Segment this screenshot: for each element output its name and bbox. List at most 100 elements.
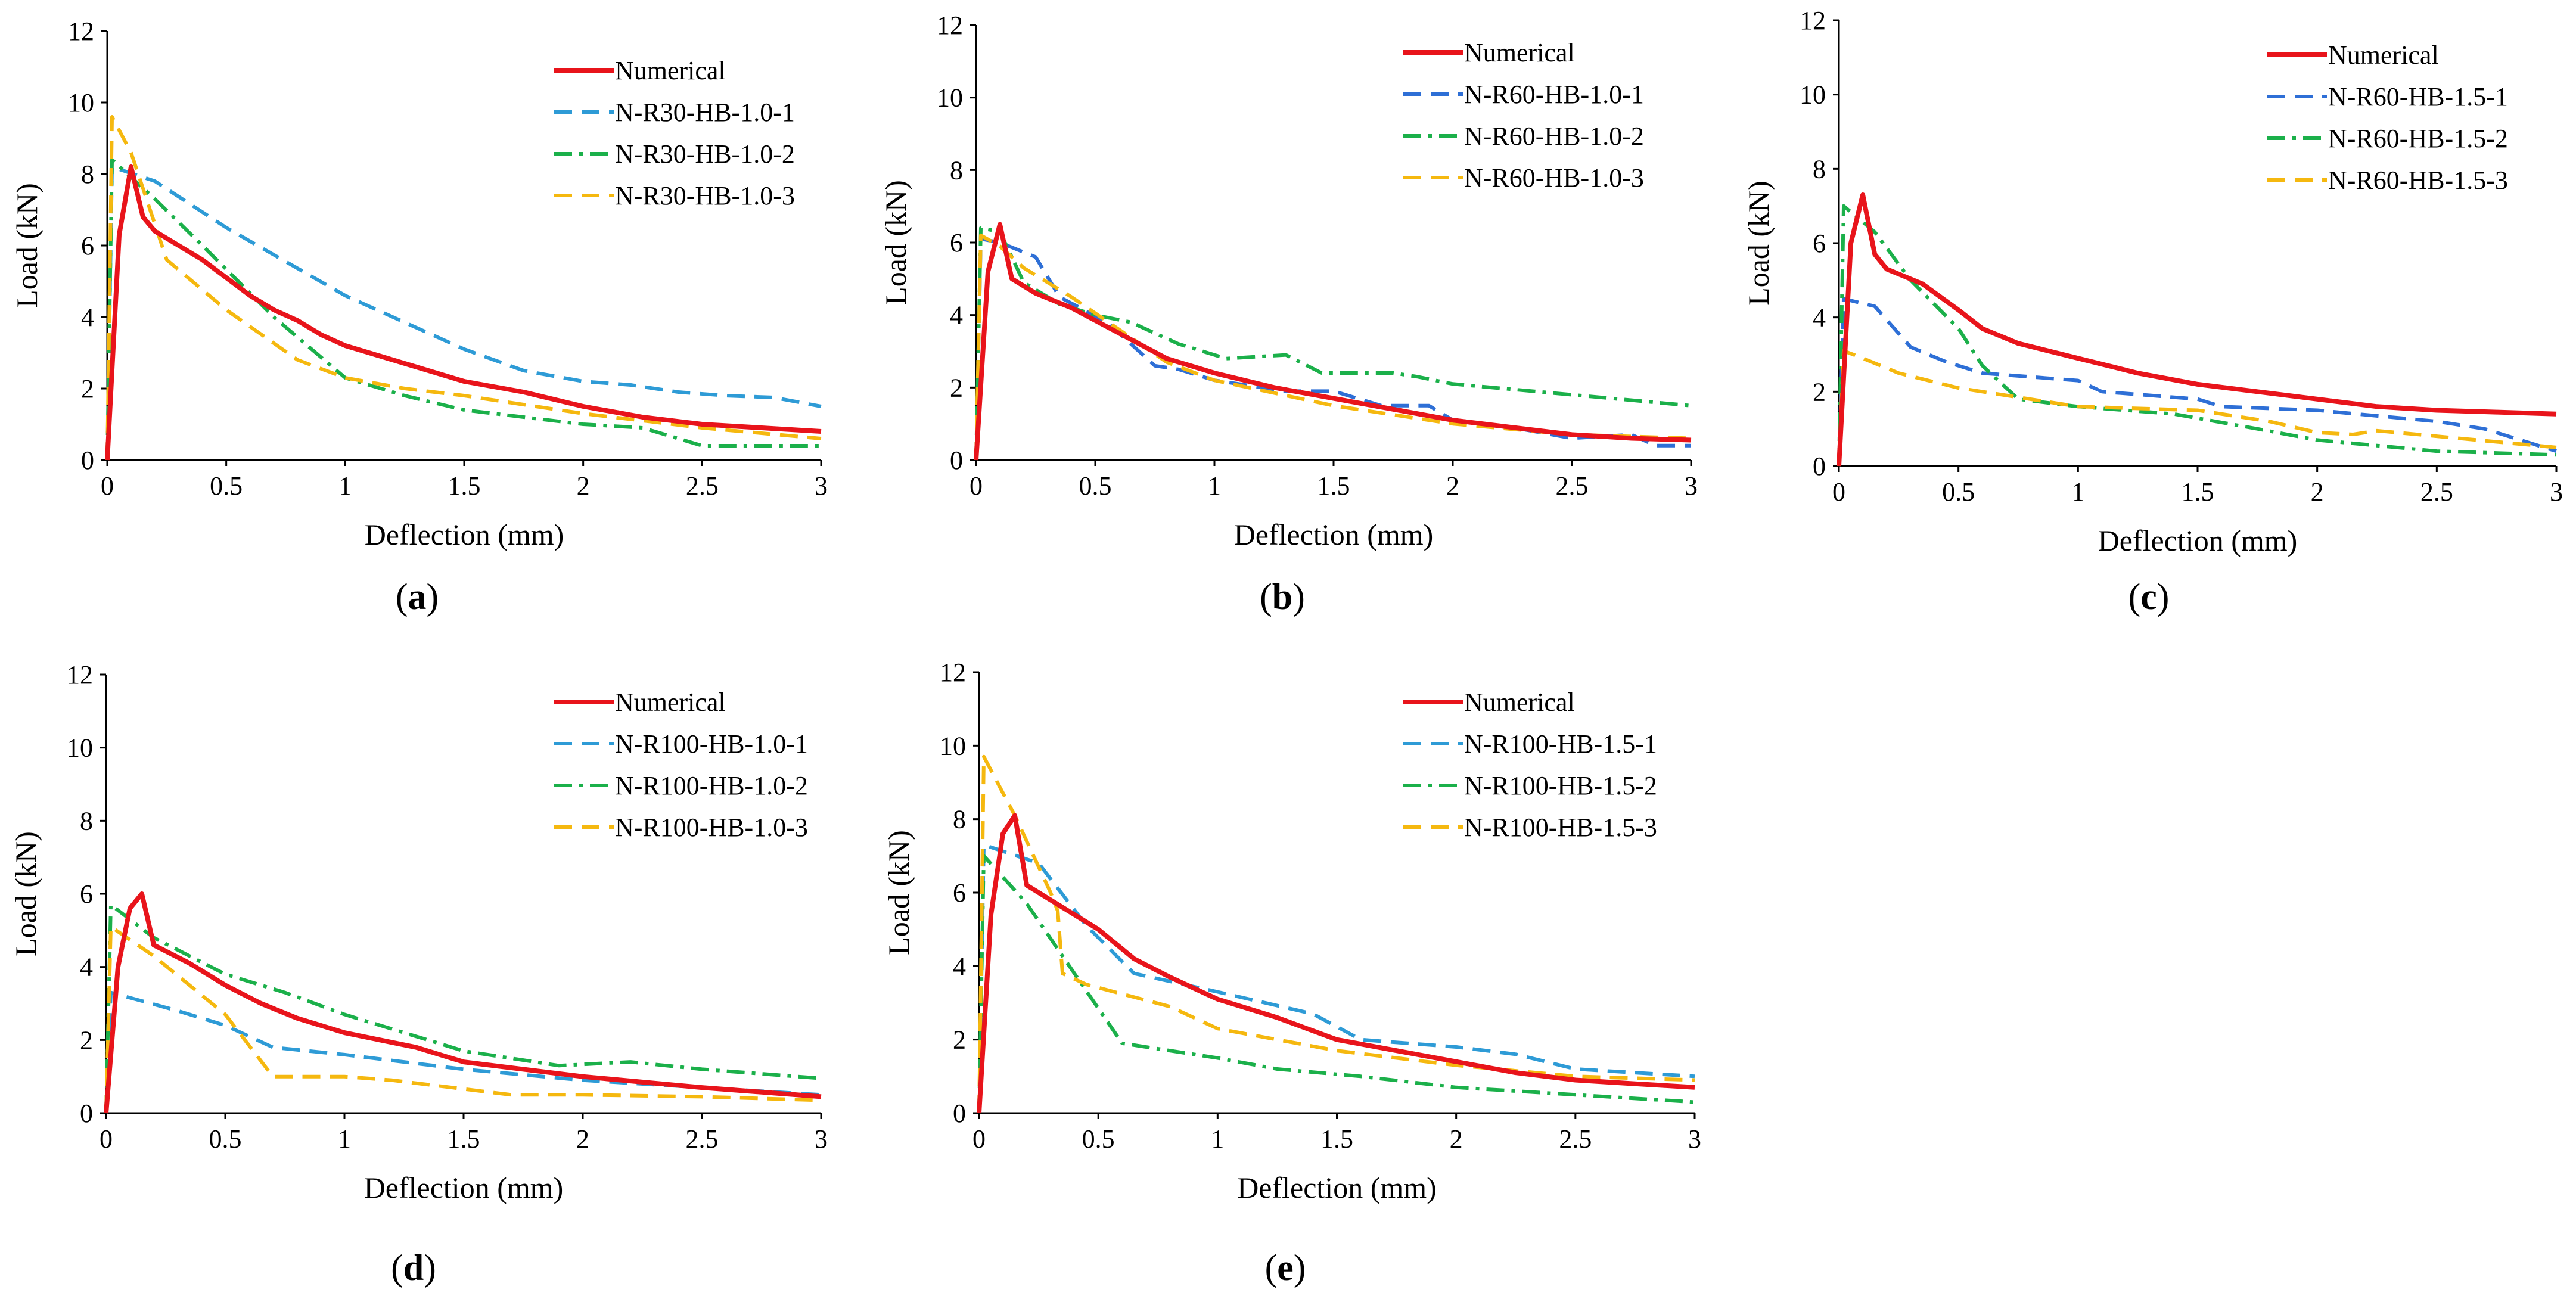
x-tick-label: 0.5 [1079, 471, 1112, 501]
x-tick-label: 2.5 [1556, 471, 1589, 501]
y-tick-label: 8 [950, 156, 963, 185]
panel-label-close-paren: ) [427, 577, 439, 617]
panel-label: (d) [391, 1248, 436, 1288]
series-line-n-r60-hb-1.0-3 [974, 233, 1692, 461]
x-tick-label: 2.5 [2420, 477, 2453, 506]
x-tick-label: 1 [2071, 477, 2084, 506]
y-tick-label: 6 [950, 228, 963, 257]
x-tick-label: 2.5 [1559, 1124, 1592, 1154]
x-tick-label: 3 [1688, 1124, 1701, 1154]
panel-label: (a) [396, 577, 439, 617]
y-tick-label: 4 [1813, 303, 1826, 333]
legend-label: Numerical [1464, 38, 1575, 67]
x-tick-label: 1.5 [1320, 1124, 1353, 1154]
y-tick-label: 8 [953, 805, 966, 834]
chart-panel-a: 0 2 4 6 8 10 12 0 0.5 1 1.5 2 2.5 3 Deflection (mm) Loa… [10, 17, 828, 617]
panel-label-letter: c [2140, 577, 2157, 617]
x-tick-label: 2 [2311, 477, 2324, 506]
x-tick-label: 0 [1832, 477, 1845, 506]
y-tick-label: 12 [940, 658, 966, 687]
legend-label: Numerical [1464, 688, 1575, 717]
x-tick-label: 0 [101, 471, 114, 501]
x-tick-label: 1 [1211, 1124, 1224, 1154]
x-tick-label: 3 [815, 471, 828, 501]
x-tick-label: 1 [338, 1124, 351, 1154]
panel-label-letter: e [1277, 1248, 1294, 1288]
series-line-n-r100-hb-1.0-1 [104, 990, 822, 1114]
legend-label: N-R100-HB-1.0-1 [615, 729, 808, 759]
legend-label: N-R100-HB-1.0-3 [615, 813, 808, 842]
x-tick-label: 0 [972, 1124, 986, 1154]
panel-label-close-paren: ) [1294, 1248, 1306, 1288]
panel-label: (b) [1260, 577, 1305, 617]
series-line-numerical [105, 164, 822, 461]
series-line-n-r100-hb-1.0-2 [104, 903, 822, 1114]
panel-label-close-paren: ) [424, 1248, 436, 1288]
legend: Numerical N-R60-HB-1.0-1 N-R60-HB-1.0-2 N-R… [1403, 38, 1644, 192]
series-line-n-r30-hb-1.0-1 [105, 165, 822, 461]
y-tick-label: 12 [67, 660, 93, 689]
series-line-n-r60-hb-1.0-2 [974, 226, 1692, 461]
y-tick-label: 6 [1813, 229, 1826, 258]
y-tick-label: 8 [81, 160, 94, 189]
chart-panel-b: 0 2 4 6 8 10 12 0 0.5 1 1.5 2 2.5 3 Deflection (mm) Loa… [879, 11, 1698, 617]
x-tick-label: 2.5 [686, 471, 719, 501]
panel-label-open-paren: ( [2128, 577, 2141, 617]
x-tick-label: 2 [576, 1124, 589, 1154]
series-line-n-r100-hb-1.5-1 [977, 843, 1695, 1114]
x-tick-label: 0.5 [1942, 477, 1975, 506]
panel-label: (c) [2128, 577, 2170, 617]
x-tick-label: 1.5 [1317, 471, 1350, 501]
y-tick-label: 0 [81, 446, 94, 475]
series-line-n-r60-hb-1.5-2 [1837, 204, 2557, 467]
series-line-numerical [104, 891, 822, 1114]
legend: Numerical N-R60-HB-1.5-1 N-R60-HB-1.5-2 N-R… [2267, 41, 2508, 195]
y-tick-label: 6 [80, 880, 93, 909]
series-line-numerical [974, 222, 1692, 461]
chart-panel-d: 0 2 4 6 8 10 12 0 0.5 1 1.5 2 2.5 3 Deflection (mm) Loa… [9, 660, 828, 1288]
x-tick-label: 1 [1208, 471, 1221, 501]
x-axis-title: Deflection (mm) [365, 518, 564, 551]
x-tick-label: 2 [577, 471, 590, 501]
series-line-n-r30-hb-1.0-2 [105, 158, 821, 461]
panel-label-open-paren: ( [1265, 1248, 1278, 1288]
y-axis-title: Load (kN) [10, 183, 43, 308]
x-tick-label: 3 [1685, 471, 1698, 501]
y-tick-label: 12 [68, 17, 94, 46]
y-tick-label: 10 [940, 731, 966, 760]
y-tick-label: 10 [1800, 80, 1826, 110]
chart-panel-c: 0 2 4 6 8 10 12 0 0.5 1 1.5 2 2.5 3 Deflection (mm) Loa… [1742, 6, 2563, 617]
y-axis-title: Load (kN) [1742, 181, 1775, 306]
x-tick-label: 1.5 [448, 1124, 480, 1154]
y-axis-title: Load (kN) [9, 831, 42, 956]
x-tick-label: 2.5 [686, 1124, 719, 1154]
y-tick-label: 2 [1813, 377, 1826, 406]
legend-label: N-R100-HB-1.5-2 [1464, 771, 1657, 800]
series-line-n-r60-hb-1.5-3 [1837, 349, 2557, 467]
panel-label-letter: a [408, 577, 427, 617]
y-tick-label: 10 [67, 734, 93, 763]
y-tick-label: 2 [81, 374, 94, 403]
x-tick-label: 1 [338, 471, 352, 501]
legend-label: N-R30-HB-1.0-2 [615, 139, 795, 169]
panel-label-letter: d [403, 1248, 424, 1288]
legend-label: N-R100-HB-1.5-1 [1464, 729, 1657, 759]
y-tick-label: 8 [80, 806, 93, 835]
y-tick-label: 6 [953, 878, 966, 908]
legend-label: N-R60-HB-1.5-2 [2328, 124, 2508, 153]
x-axis-title: Deflection (mm) [2098, 524, 2298, 557]
y-tick-label: 8 [1813, 154, 1826, 184]
series-line-n-r60-hb-1.0-1 [974, 237, 1691, 461]
panel-label-close-paren: ) [1292, 577, 1305, 617]
series-line-numerical [1837, 192, 2557, 467]
legend-label: N-R60-HB-1.5-3 [2328, 166, 2508, 195]
panel-label-open-paren: ( [391, 1248, 403, 1288]
panel-label: (e) [1265, 1248, 1306, 1288]
x-tick-label: 3 [2550, 477, 2563, 506]
panel-label-letter: b [1272, 577, 1292, 617]
x-tick-label: 2 [1450, 1124, 1463, 1154]
panel-label-open-paren: ( [1260, 577, 1272, 617]
chart-panel-e: 0 2 4 6 8 10 12 0 0.5 1 1.5 2 2.5 3 Deflection (mm) Loa… [882, 658, 1701, 1288]
legend-label: Numerical [2328, 41, 2439, 70]
